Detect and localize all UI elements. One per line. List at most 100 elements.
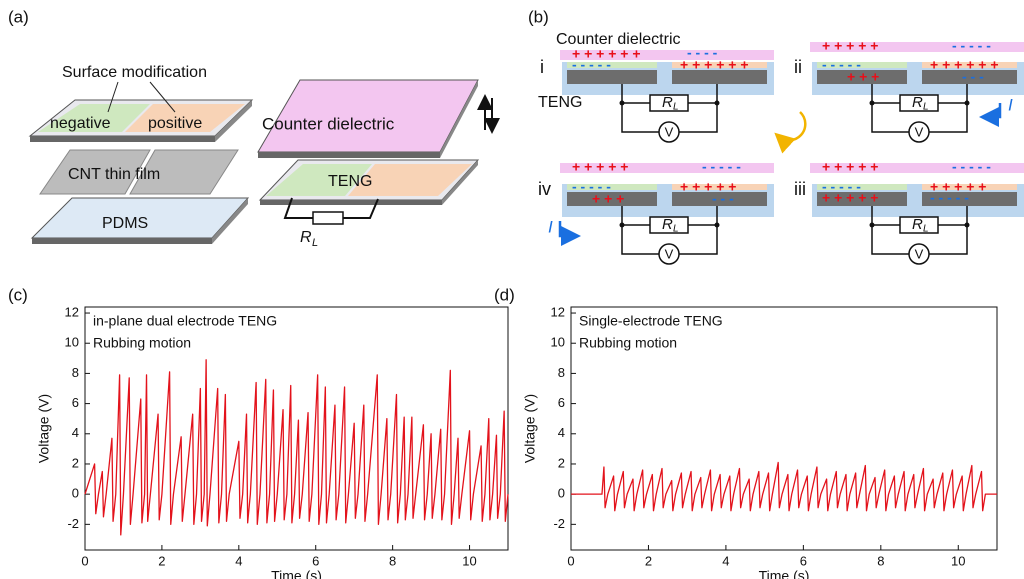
charges: - - - - - (572, 57, 611, 73)
x-tick-label: 6 (312, 553, 319, 568)
y-tick-label: 12 (551, 304, 565, 319)
x-tick-label: 10 (462, 553, 476, 568)
junction (965, 223, 970, 228)
resistor (313, 212, 343, 224)
charges: + + + + + (822, 38, 878, 54)
voltmeter-label: V (665, 246, 674, 261)
x-tick-label: 2 (645, 553, 652, 568)
label: PDMS (102, 215, 148, 232)
y-axis-label: Voltage (V) (522, 394, 538, 463)
resistor-label: L (923, 224, 929, 235)
junction (870, 223, 875, 228)
y-tick-label: 6 (558, 395, 565, 410)
panel-label: (c) (8, 285, 28, 304)
charges: + + + (847, 69, 879, 85)
y-tick-label: 10 (551, 335, 565, 350)
plate-edge (258, 152, 440, 158)
current-label: I (1008, 95, 1013, 114)
label: negative (50, 115, 111, 132)
y-tick-label: 0 (72, 486, 79, 501)
label: R (300, 229, 312, 246)
y-tick-label: 4 (558, 425, 565, 440)
x-tick-label: 8 (877, 553, 884, 568)
plate-edge (30, 136, 215, 142)
charges: - - - - - (930, 190, 969, 206)
charges: - - - (712, 191, 734, 207)
current-arrow (984, 103, 1000, 117)
x-tick-label: 4 (722, 553, 729, 568)
label: L (312, 237, 318, 249)
y-tick-label: 2 (558, 455, 565, 470)
y-tick-label: 10 (65, 335, 79, 350)
junction (715, 101, 720, 106)
label: TENG (538, 94, 582, 111)
annotation: Rubbing motion (579, 335, 677, 351)
resistor-label: R (912, 216, 923, 233)
label: Surface modification (62, 64, 207, 81)
charges: + + + (592, 191, 624, 207)
charges: + + + + + (822, 159, 878, 175)
resistor-label: L (673, 224, 679, 235)
voltage-line (85, 360, 508, 535)
annotation: in-plane dual electrode TENG (93, 313, 277, 329)
panel-label: (b) (528, 7, 549, 26)
plate-edge (32, 238, 212, 244)
panel-label: (a) (8, 7, 29, 26)
charges: - - - - - (702, 159, 741, 175)
resistor-label: R (662, 216, 673, 233)
figure: (a) Surface modification negative positi… (0, 0, 1024, 579)
x-tick-label: 8 (389, 553, 396, 568)
junction (965, 101, 970, 106)
voltage-line (571, 462, 997, 510)
y-tick-label: 2 (72, 455, 79, 470)
annotation: Single-electrode TENG (579, 313, 723, 329)
cycle-arrow (778, 112, 805, 140)
stage-label: ii (794, 57, 802, 77)
charges: + + + + + (572, 159, 628, 175)
y-tick-label: 12 (65, 304, 79, 319)
y-tick-label: 8 (72, 365, 79, 380)
x-tick-label: 0 (567, 553, 574, 568)
charges: + + + + + (822, 190, 878, 206)
diagram-b: (b) Counter dielectric TENG I I VRLi+ + … (528, 7, 1024, 264)
charges: + + + + + + (680, 57, 749, 73)
stage-label: iii (794, 179, 806, 199)
resistor-label: R (912, 94, 923, 111)
y-tick-label: 4 (72, 425, 79, 440)
current-arrow (560, 221, 576, 236)
charges: - - - - - (952, 159, 991, 175)
x-tick-label: 2 (158, 553, 165, 568)
label: positive (148, 115, 202, 132)
voltmeter-label: V (915, 246, 924, 261)
voltmeter-label: V (915, 124, 924, 139)
x-tick-label: 4 (235, 553, 242, 568)
page: (a) Surface modification negative positi… (0, 0, 1024, 579)
label: CNT thin film (68, 166, 160, 183)
stage-label: iv (538, 179, 551, 199)
diagram-a: (a) Surface modification negative positi… (8, 7, 492, 248)
junction (715, 223, 720, 228)
annotation: Rubbing motion (93, 335, 191, 351)
x-tick-label: 0 (81, 553, 88, 568)
resistor-label: R (662, 94, 673, 111)
x-axis-label: Time (s) (759, 568, 810, 579)
stage-label: i (540, 57, 544, 77)
x-tick-label: 6 (800, 553, 807, 568)
junction (870, 101, 875, 106)
current-label: I (548, 217, 553, 236)
resistor-label: L (673, 102, 679, 113)
voltmeter-label: V (665, 124, 674, 139)
x-axis-label: Time (s) (271, 568, 322, 579)
label: TENG (328, 173, 372, 190)
y-tick-label: -2 (67, 516, 79, 531)
y-tick-label: 0 (558, 486, 565, 501)
y-tick-label: 6 (72, 395, 79, 410)
plate-edge (260, 200, 442, 205)
y-axis-label: Voltage (V) (36, 394, 52, 463)
y-tick-label: 8 (558, 365, 565, 380)
x-tick-label: 10 (951, 553, 965, 568)
charges: - - - - - (952, 38, 991, 54)
resistor-label: L (923, 102, 929, 113)
junction (620, 223, 625, 228)
panel-label: (d) (494, 285, 515, 304)
